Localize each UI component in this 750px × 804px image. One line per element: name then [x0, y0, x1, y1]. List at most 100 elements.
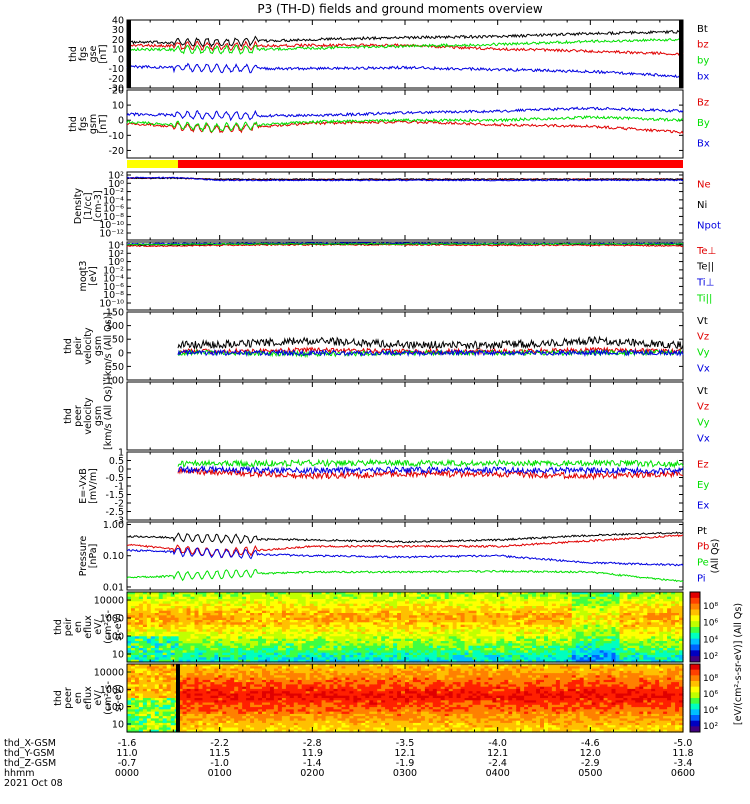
panel-5-ylabel-line: [eV]: [88, 266, 99, 286]
panel-3: [127, 160, 683, 168]
panel-1-ylabel-line: [nT]: [98, 44, 109, 63]
panel-3-segment-1: [178, 160, 683, 168]
panel-6-ytick-label: 100: [106, 321, 124, 332]
panel-2-ytick-label: 20: [112, 86, 124, 97]
figure-title: P3 (TH-D) fields and ground moments over…: [257, 2, 542, 16]
panel-1-series-Bt: [127, 31, 683, 47]
panel-6-ytick-label: 50: [112, 335, 124, 346]
panel-11-heat-cells: [127, 664, 684, 733]
panel-2-ytick-label: 0: [118, 116, 124, 127]
panel-10-colorbar-step: [690, 604, 700, 610]
panel-9-series-Pi: [127, 548, 683, 566]
panel-8: E=-VxB[mV/m]EzEyEx10.50-0.5-1-1.5-2-2.5-…: [78, 448, 709, 527]
panel-6-legend-Vx: Vx: [697, 363, 710, 374]
panel-8-legend-Ex: Ex: [697, 501, 709, 512]
panel-4-ylabel: Density[1/cc][cm-3]: [73, 188, 104, 224]
panel-2-series-By: [127, 116, 683, 132]
panel-6-legend-Vz: Vz: [697, 332, 709, 343]
panel-2-ytick-label: -20: [108, 146, 124, 157]
panel-9-right-label-text: (All Qs): [710, 539, 721, 574]
panel-10-colorbar-step: [690, 639, 700, 645]
panel-10-colorbar: [690, 592, 700, 663]
panel-4-legend-Ne: Ne: [697, 179, 711, 190]
panel-10-ytick-label: 10: [112, 650, 124, 661]
panel-5-legend-Ti||: Ti||: [696, 293, 712, 304]
panel-10-ylabel-line: sr-eV): [113, 613, 124, 641]
panel-9-ylabel: Pressure[nPa]: [78, 536, 99, 577]
panel-9-legend-Pi: Pi: [697, 573, 706, 584]
panel-1-legend-bx: bx: [697, 71, 709, 82]
panel-6-legend-Vy: Vy: [697, 347, 710, 358]
panel-1-legend-by: by: [697, 55, 709, 66]
panel-10-colorbar-step: [690, 633, 700, 639]
panel-10-colorbar-step: [690, 650, 700, 656]
panel-7-frame: [127, 382, 683, 450]
panel-10-colorbar-step: [690, 592, 700, 598]
panel-10-colorbar-tick: 10⁶: [703, 619, 718, 629]
panel-8-legend-Ez: Ez: [697, 459, 709, 470]
panel-2-ytick-label: -10: [108, 131, 124, 142]
panel-9-ylabel-line: [nPa]: [88, 544, 99, 569]
panel-10-colorbar-label: [eV/(cm²-s-sr-eV)] (All Qs): [733, 603, 744, 725]
panel-3-segment-0: [127, 160, 178, 168]
panel-6-ytick-label: 150: [106, 308, 124, 319]
panel-5-legend-Ti⊥: Ti⊥: [696, 277, 714, 288]
panel-4-frame: [127, 172, 683, 240]
panel-2-legend-By: By: [697, 118, 710, 129]
panel-1-legend-Bt: Bt: [697, 24, 708, 35]
panel-9: Pressure[nPa] Pt Pb Pe Pi 1.00 0.10 0.01 (All Qs…: [78, 520, 721, 593]
panel-9-right-label: (All Qs): [710, 539, 721, 574]
panel-4-legend-Npot: Npot: [697, 221, 721, 232]
panel-10-ytick-label: 10000: [94, 596, 124, 607]
panel-5-frame: [127, 242, 683, 310]
panel-9-ytick-label: 1.00: [103, 520, 124, 531]
panel-9-legend-Pe: Pe: [697, 557, 709, 568]
panel-9-ytick-label: 0.01: [103, 582, 124, 593]
panel-10-colorbar-step: [690, 645, 700, 651]
panel-6-ytick-label: -50: [108, 362, 124, 373]
panel-9-legend-Pt: Pt: [697, 526, 707, 537]
panel-10-colorbar-step: [690, 621, 700, 627]
panel-9-ytick-label: 0.10: [103, 551, 124, 562]
panel-5-legend-Te⊥: Te⊥: [696, 246, 716, 257]
panel-10-heat-cells: [127, 592, 684, 663]
panel-8-ylabel: E=-VxB[mV/m]: [78, 468, 99, 504]
panel-6-legend-Vt: Vt: [697, 316, 708, 327]
panel-10-colorbar-tick: 10⁸: [703, 602, 718, 612]
panel-7-ylabel-line: [km/s (All Qs)]: [103, 382, 114, 450]
panel-2-series-Bz: [127, 121, 683, 134]
panel-4: Density[1/cc][cm-3]NeNiNpot10²10⁰10⁻²10⁻…: [73, 171, 721, 241]
panel-1-series-bx: [127, 64, 683, 78]
panel-5: moqt3[eV]Te⊥Te||Ti⊥Ti||10⁴10²10⁰10⁻²10⁻⁴…: [78, 241, 716, 311]
panel-2-legend-Bx: Bx: [697, 139, 710, 150]
panel-2-ytick-label: 10: [112, 101, 124, 112]
panel-7-legend-Vx: Vx: [697, 433, 710, 444]
panel-6-ytick-label: 0: [118, 348, 124, 359]
panel-10-colorbar-step: [690, 610, 700, 616]
panel-10-colorbar-step: [690, 627, 700, 633]
panel-5-ylabel: moqt3[eV]: [78, 261, 99, 292]
panel-8-ylabel-line: [mV/m]: [88, 468, 99, 504]
panel-7-legend-Vy: Vy: [697, 417, 710, 428]
panel-7-legend-Vz: Vz: [697, 402, 709, 413]
panel-5-legend-Te||: Te||: [696, 262, 714, 273]
panel-9-series-Pt: [127, 532, 683, 543]
panel-2-ylabel-line: [nT]: [98, 114, 109, 133]
panel-9-series-Pe: [127, 570, 683, 582]
panel-10-colorbar-step: [690, 598, 700, 604]
panel-4-legend-Ni: Ni: [697, 200, 707, 211]
panel-4-ytick-label: 10⁻¹²: [99, 229, 124, 240]
panel-9-legend-Pb: Pb: [697, 542, 709, 553]
